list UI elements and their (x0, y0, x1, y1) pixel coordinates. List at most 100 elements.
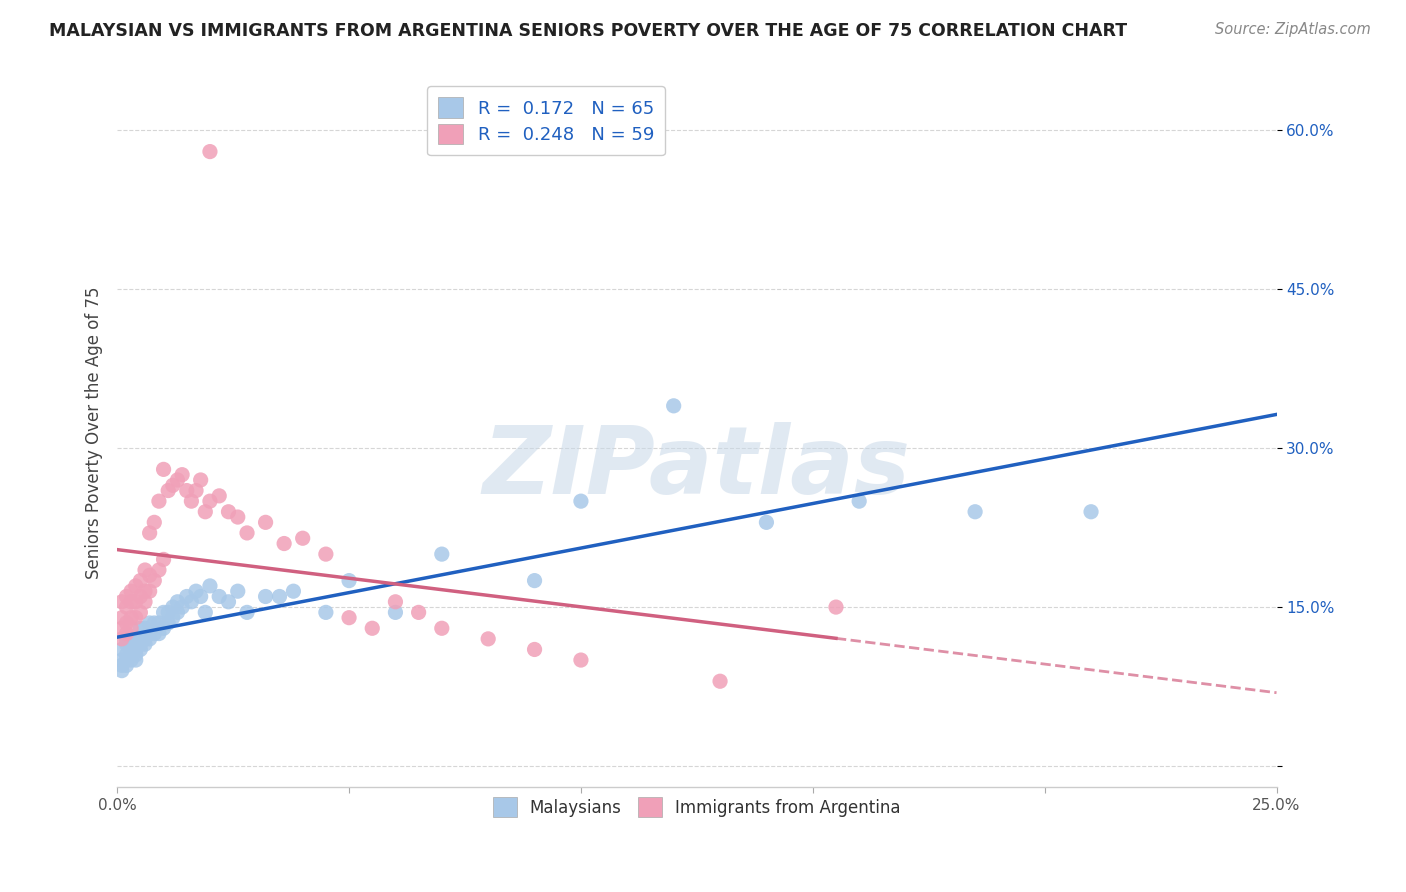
Point (315, 606, 337, 620)
Point (408, 606, 430, 620)
Point (152, 606, 174, 620)
Point (129, 637, 152, 651)
Text: Source: ZipAtlas.com: Source: ZipAtlas.com (1215, 22, 1371, 37)
Point (134, 621, 156, 635)
Point (218, 505, 240, 519)
Point (569, 653, 592, 667)
Point (337, 574, 360, 588)
Point (254, 590, 277, 604)
Point (523, 574, 546, 588)
Point (569, 494, 592, 508)
Point (148, 626, 170, 640)
Point (477, 632, 499, 646)
Point (138, 568, 160, 582)
Point (157, 606, 180, 620)
Point (115, 590, 138, 604)
Point (115, 626, 138, 640)
Point (965, 505, 987, 519)
Point (208, 590, 231, 604)
Point (134, 637, 156, 651)
Point (194, 606, 217, 620)
Point (115, 637, 138, 651)
Point (523, 642, 546, 657)
Point (120, 621, 142, 635)
Point (120, 595, 142, 609)
Point (152, 621, 174, 635)
Point (218, 595, 240, 609)
Point (120, 653, 142, 667)
Point (120, 632, 142, 646)
Point (662, 399, 685, 413)
Point (148, 494, 170, 508)
Point (111, 632, 134, 646)
Point (361, 621, 384, 635)
Point (134, 595, 156, 609)
Point (129, 574, 152, 588)
Point (180, 595, 202, 609)
Point (125, 653, 148, 667)
Point (134, 584, 156, 599)
Point (190, 473, 212, 487)
Point (120, 637, 142, 651)
Point (129, 621, 152, 635)
Point (111, 610, 134, 624)
Point (384, 606, 406, 620)
Point (291, 531, 314, 545)
Point (125, 595, 148, 609)
Point (143, 626, 166, 640)
Point (430, 547, 453, 561)
Point (176, 483, 198, 498)
Text: ZIPatlas: ZIPatlas (482, 422, 911, 514)
Point (120, 648, 142, 662)
Point (143, 615, 166, 630)
Point (111, 653, 134, 667)
Point (273, 536, 295, 550)
Point (236, 606, 259, 620)
Point (172, 600, 194, 615)
Point (709, 674, 731, 689)
Point (120, 642, 142, 657)
Point (162, 610, 184, 624)
Point (143, 516, 166, 530)
Point (125, 610, 148, 624)
Point (269, 590, 291, 604)
Point (148, 615, 170, 630)
Point (129, 642, 152, 657)
Point (184, 483, 207, 498)
Point (115, 615, 138, 630)
Point (115, 658, 138, 673)
Point (111, 658, 134, 673)
Y-axis label: Seniors Poverty Over the Age of 75: Seniors Poverty Over the Age of 75 (86, 286, 103, 579)
Point (129, 606, 152, 620)
Point (115, 600, 138, 615)
Point (111, 621, 134, 635)
Point (198, 494, 221, 508)
Point (176, 590, 198, 604)
Point (848, 494, 870, 508)
Point (226, 584, 249, 599)
Point (125, 632, 148, 646)
Point (138, 626, 160, 640)
Point (138, 615, 160, 630)
Point (134, 563, 156, 577)
Point (198, 145, 221, 159)
Point (157, 615, 180, 630)
Point (125, 642, 148, 657)
Point (120, 584, 142, 599)
Legend: Malaysians, Immigrants from Argentina: Malaysians, Immigrants from Argentina (485, 789, 908, 825)
Point (180, 494, 202, 508)
Point (125, 579, 148, 593)
Text: MALAYSIAN VS IMMIGRANTS FROM ARGENTINA SENIORS POVERTY OVER THE AGE OF 75 CORREL: MALAYSIAN VS IMMIGRANTS FROM ARGENTINA S… (49, 22, 1128, 40)
Point (236, 525, 259, 540)
Point (111, 664, 134, 678)
Point (129, 590, 152, 604)
Point (138, 632, 160, 646)
Point (129, 632, 152, 646)
Point (162, 478, 184, 492)
Point (120, 610, 142, 624)
Point (430, 621, 453, 635)
Point (198, 579, 221, 593)
Point (825, 600, 848, 615)
Point (111, 642, 134, 657)
Point (208, 489, 231, 503)
